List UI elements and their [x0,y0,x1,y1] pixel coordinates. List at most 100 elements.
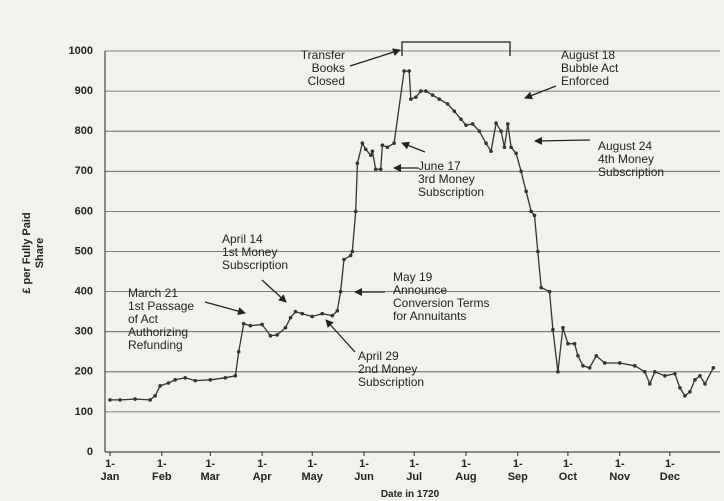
price-point [678,386,682,390]
price-point [133,397,137,401]
price-point [539,285,543,290]
y-tick-label: 300 [75,326,93,338]
y-tick-label: 100 [75,406,93,418]
price-point [373,167,378,172]
price-point [642,370,647,374]
x-tick-label: 1- May [301,458,323,483]
price-point [576,353,580,358]
annotation: March 21 1st Passage of Act Authorizing … [128,286,195,352]
price-point [536,249,540,254]
price-point [556,370,560,374]
price-point [385,145,390,150]
price-point [392,141,396,146]
y-tick-label: 1000 [69,45,93,57]
x-axis-label: Date in 1720 [380,489,440,500]
price-point [566,341,570,346]
price-point [300,311,305,316]
y-tick-label: 900 [75,85,93,97]
price-point [380,143,385,148]
price-point [223,376,228,380]
price-point [688,390,692,394]
price-point [445,102,450,106]
x-tick-label: 1- Sep [507,458,528,483]
price-point [663,374,667,378]
price-point [248,323,253,328]
price-point [494,121,498,125]
price-point [338,289,343,294]
price-point [711,365,716,370]
price-point [275,333,279,337]
price-point [208,378,213,382]
price-point [524,189,528,194]
price-point [268,333,273,338]
price-point [153,394,157,398]
x-tick-label: 1- Dec [659,458,680,483]
price-point [632,363,637,368]
y-tick-label: 0 [87,446,93,458]
arrow [204,301,246,316]
price-point [409,97,413,101]
price-point [370,149,375,154]
price-point [236,349,241,354]
price-point [502,145,507,150]
price-point [594,353,599,358]
price-point [703,382,707,386]
price-point [547,289,552,294]
price-point [424,89,428,93]
x-tick-label: 1- Oct [558,458,578,483]
price-point [459,117,463,121]
y-tick-label: 200 [75,366,93,378]
price-point [477,129,482,133]
y-tick-label: 800 [75,125,93,137]
price-point [437,97,442,101]
arrow [524,85,557,100]
annotation-arrows [204,41,591,353]
price-point [342,257,346,262]
price-point [283,325,288,330]
price-point [193,378,198,383]
price-point [310,314,315,319]
price-point [602,361,607,365]
price-point [683,394,687,398]
price-point [360,141,365,146]
x-tick-label: 1- Jul [406,458,423,483]
price-point [532,213,537,218]
x-tick-label: 1- Feb [152,458,172,483]
arrow [325,319,356,353]
price-point [551,327,555,332]
price-point [183,376,188,380]
bracket [401,41,511,56]
arrow [534,136,591,145]
price-point [241,321,246,326]
y-axis-label: £ per Fully Paid Share [21,212,46,294]
x-tick-label: 1- Jan [100,458,120,483]
price-point [693,378,697,382]
price-point [430,93,435,97]
price-point [330,313,335,318]
price-point [561,325,565,330]
price-point [499,129,503,133]
price-point [353,209,358,214]
price-point [173,378,177,382]
price-point [587,365,592,370]
arrow [261,279,287,303]
annotation: Transfer Books Closed [300,48,345,88]
price-point [293,309,298,314]
x-tick-label: 1- Aug [455,458,477,483]
price-point [452,109,457,113]
price-point [350,249,355,254]
price-point [509,145,513,150]
price-point [519,169,523,174]
price-point [288,315,293,320]
price-point [158,384,162,388]
price-point [529,209,533,214]
price-point [148,398,152,402]
price-point [348,253,353,258]
x-tick-label: 1- Apr [252,458,272,483]
price-point [419,89,423,93]
price-point [698,374,702,378]
price-point [572,341,577,346]
price-point [166,381,171,385]
